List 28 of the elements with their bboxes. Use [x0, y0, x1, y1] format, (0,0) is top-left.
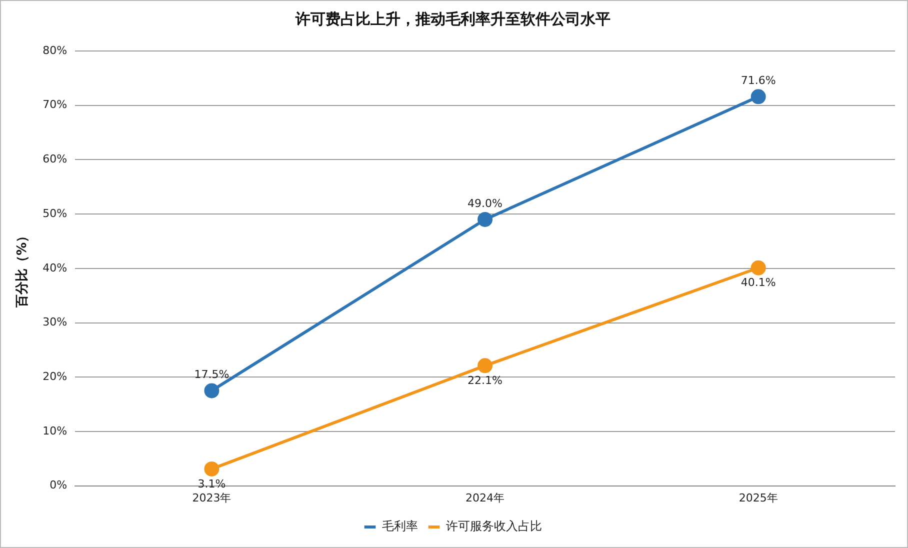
x-tick-label: 2024年 — [466, 491, 505, 504]
y-tick-label: 0% — [50, 478, 68, 492]
point — [750, 260, 766, 276]
x-tick-label: 2025年 — [738, 491, 778, 504]
point — [750, 89, 766, 104]
y-tick-label: 70% — [42, 98, 68, 112]
data-label: 71.6% — [740, 74, 776, 88]
y-tick-label: 30% — [42, 316, 68, 329]
point — [478, 358, 493, 374]
y-tick-label: 40% — [42, 261, 68, 274]
point — [204, 461, 220, 476]
point — [478, 212, 493, 227]
data-label: 22.1% — [468, 374, 502, 388]
y-tick-label: 80% — [42, 44, 68, 57]
y-axis-title: 百分比（%） — [15, 229, 30, 308]
data-label: 3.1% — [198, 477, 226, 490]
data-label: 49.0% — [468, 196, 502, 210]
legend-label: 毛利率 — [382, 519, 418, 534]
chart-title: 许可费占比上升，推动毛利率升至软件公司水平 — [294, 10, 610, 28]
y-tick-label: 20% — [42, 370, 68, 383]
y-tick-label: 60% — [42, 152, 68, 166]
y-tick-label: 10% — [42, 424, 68, 438]
legend-label: 许可服务收入占比 — [446, 519, 542, 534]
y-tick-label: 50% — [42, 206, 68, 220]
data-label: 40.1% — [740, 276, 776, 290]
x-tick-label: 2023年 — [192, 491, 232, 504]
data-label: 17.5% — [194, 368, 230, 382]
point — [204, 383, 220, 398]
